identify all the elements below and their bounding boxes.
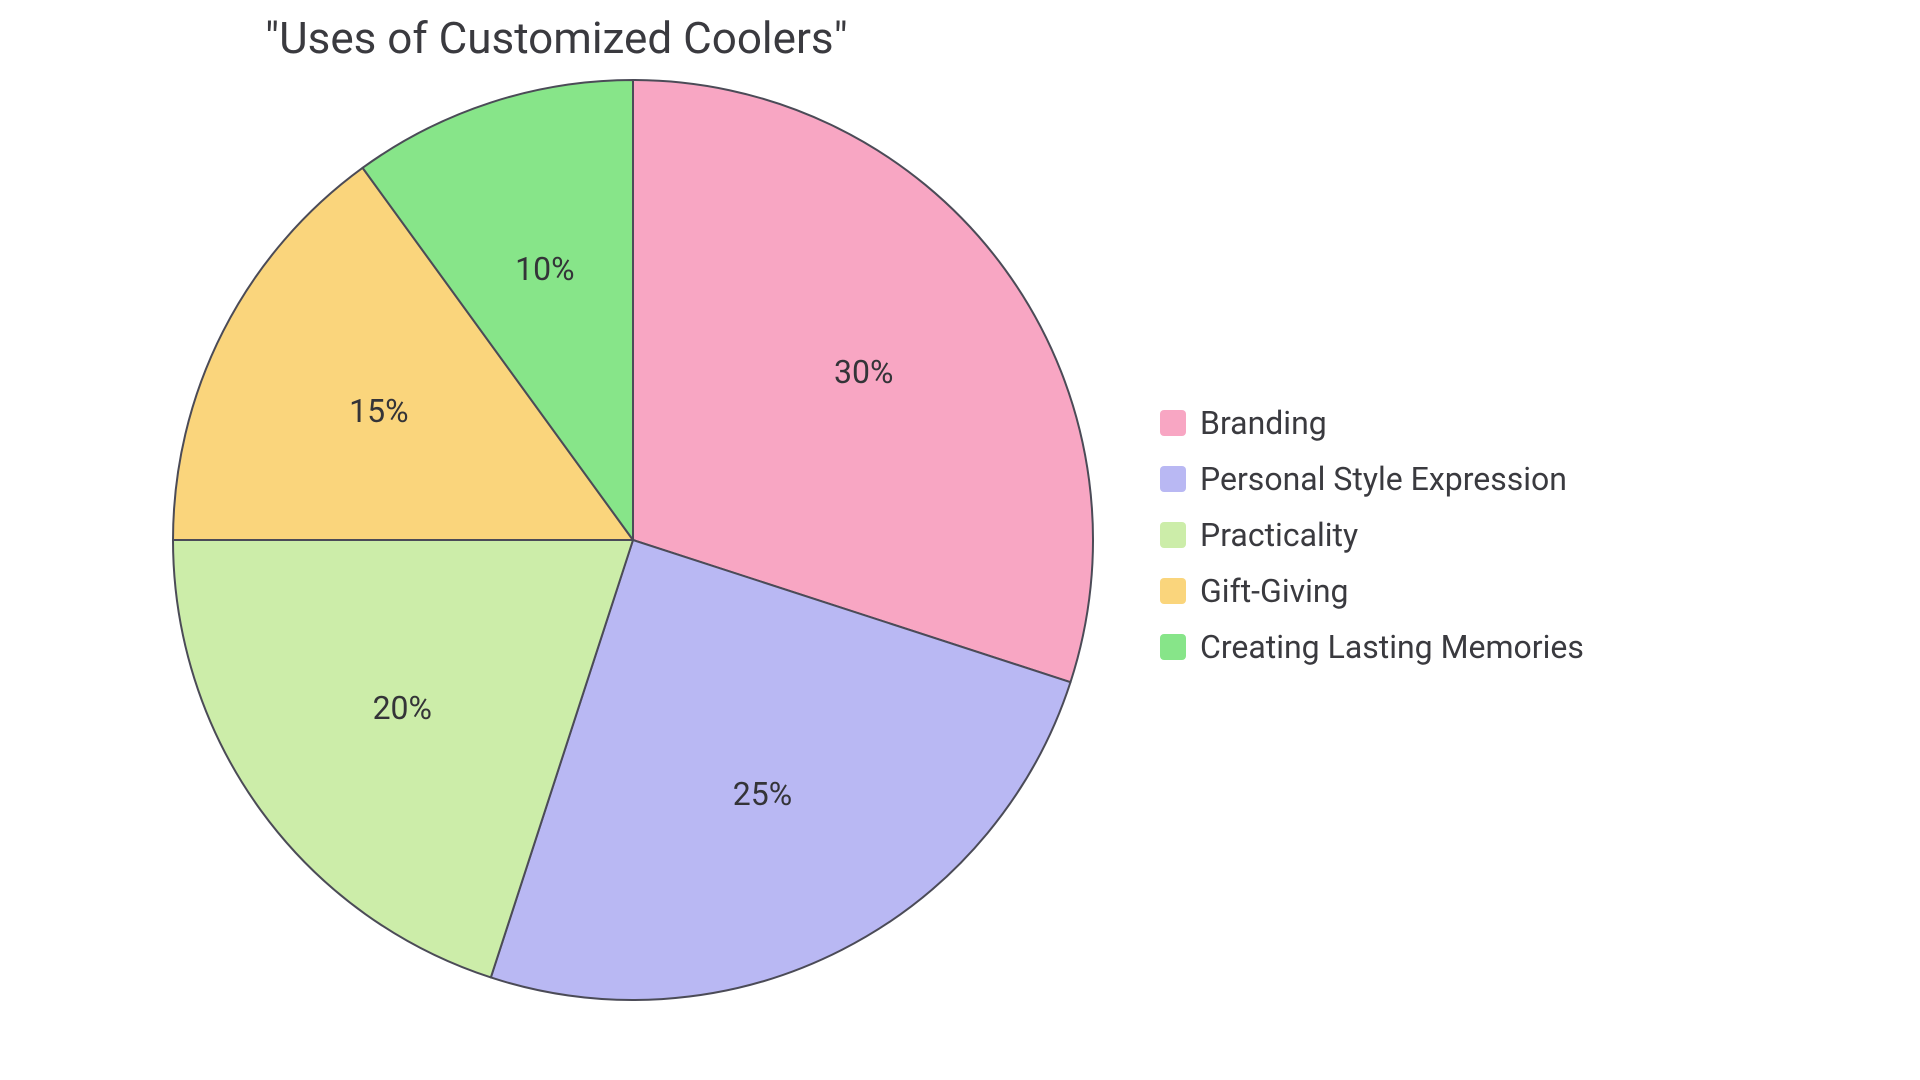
legend-swatch [1160, 410, 1186, 436]
slice-percent-label: 10% [515, 250, 574, 288]
legend-swatch [1160, 522, 1186, 548]
legend-item: Gift-Giving [1160, 572, 1584, 610]
legend-item: Creating Lasting Memories [1160, 628, 1584, 666]
pie-chart [171, 78, 1095, 1002]
legend-item: Personal Style Expression [1160, 460, 1584, 498]
slice-percent-label: 25% [733, 775, 792, 813]
legend: Branding Personal Style Expression Practic… [1160, 404, 1584, 666]
chart-title: "Uses of Customized Coolers" [265, 12, 848, 64]
slice-percent-label: 15% [349, 392, 408, 430]
legend-swatch [1160, 578, 1186, 604]
chart-container: "Uses of Customized Coolers" Branding Per… [0, 0, 1920, 1080]
pie-svg [171, 78, 1095, 1002]
legend-label: Creating Lasting Memories [1200, 628, 1584, 666]
slice-percent-label: 30% [834, 353, 893, 391]
legend-item: Practicality [1160, 516, 1584, 554]
legend-swatch [1160, 634, 1186, 660]
legend-label: Branding [1200, 404, 1327, 442]
legend-label: Personal Style Expression [1200, 460, 1567, 498]
legend-swatch [1160, 466, 1186, 492]
legend-label: Practicality [1200, 516, 1358, 554]
slice-percent-label: 20% [373, 689, 432, 727]
legend-item: Branding [1160, 404, 1584, 442]
legend-label: Gift-Giving [1200, 572, 1349, 610]
